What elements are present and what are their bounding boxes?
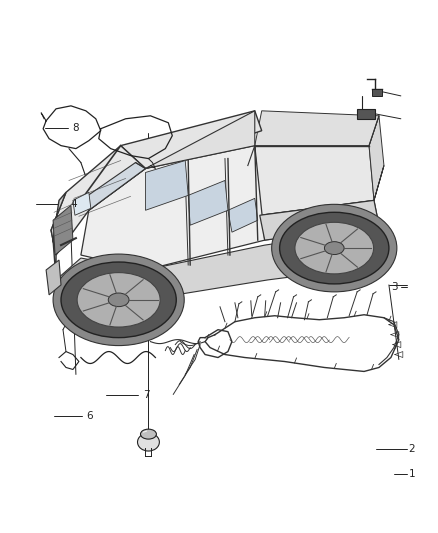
Polygon shape bbox=[188, 181, 228, 225]
Polygon shape bbox=[255, 111, 379, 146]
Text: 3: 3 bbox=[391, 281, 398, 292]
Ellipse shape bbox=[108, 293, 129, 306]
Polygon shape bbox=[53, 205, 73, 255]
Ellipse shape bbox=[279, 212, 389, 284]
Ellipse shape bbox=[53, 254, 184, 345]
Ellipse shape bbox=[141, 429, 156, 439]
Polygon shape bbox=[73, 192, 91, 215]
Ellipse shape bbox=[61, 262, 176, 337]
Text: 1: 1 bbox=[408, 470, 415, 479]
Polygon shape bbox=[260, 166, 384, 240]
Polygon shape bbox=[228, 198, 258, 232]
Bar bbox=[372, 89, 382, 96]
Ellipse shape bbox=[295, 222, 374, 274]
Polygon shape bbox=[81, 146, 265, 270]
Ellipse shape bbox=[138, 433, 159, 451]
Polygon shape bbox=[145, 111, 255, 168]
Polygon shape bbox=[51, 192, 66, 280]
Polygon shape bbox=[81, 163, 145, 211]
Polygon shape bbox=[51, 146, 145, 255]
Ellipse shape bbox=[77, 272, 160, 327]
Polygon shape bbox=[56, 228, 384, 300]
Polygon shape bbox=[248, 146, 260, 230]
Ellipse shape bbox=[272, 204, 397, 292]
Text: 6: 6 bbox=[86, 411, 93, 421]
Text: 2: 2 bbox=[408, 445, 415, 455]
Polygon shape bbox=[120, 111, 262, 168]
Bar bbox=[357, 109, 375, 119]
Polygon shape bbox=[46, 260, 61, 295]
Text: 8: 8 bbox=[72, 123, 78, 133]
Polygon shape bbox=[369, 116, 384, 200]
Text: 7: 7 bbox=[143, 390, 149, 400]
Polygon shape bbox=[255, 146, 374, 215]
Text: 4: 4 bbox=[70, 199, 77, 209]
Polygon shape bbox=[145, 160, 188, 211]
Ellipse shape bbox=[325, 241, 344, 255]
Polygon shape bbox=[260, 200, 379, 240]
